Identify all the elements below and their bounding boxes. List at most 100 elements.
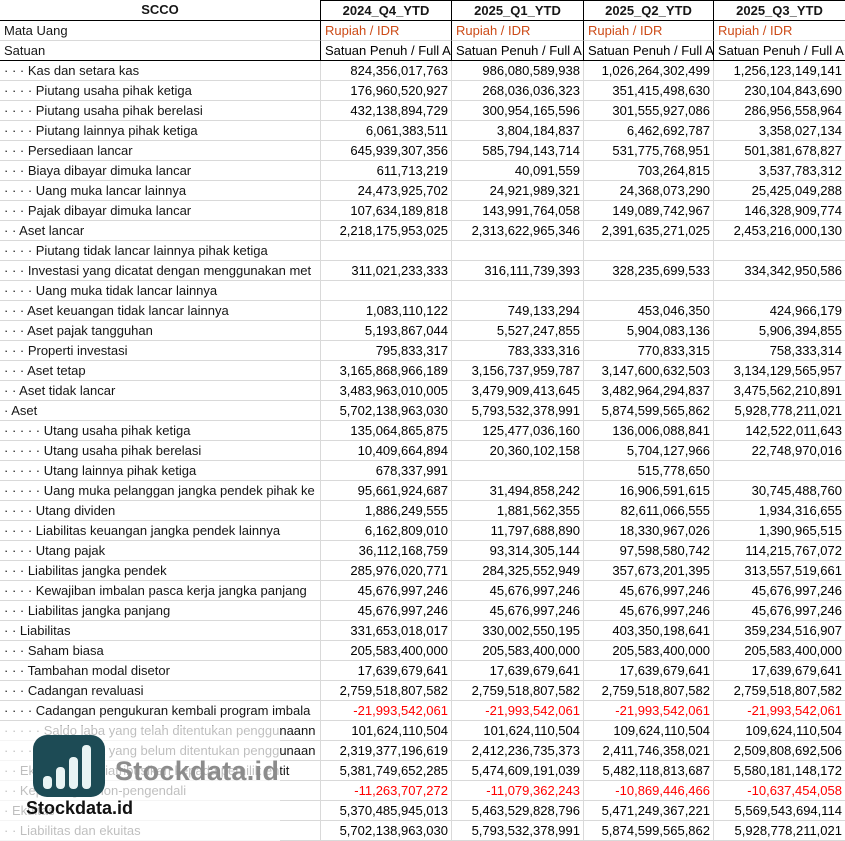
value-cell[interactable]: 5,527,247,855 [451, 321, 583, 341]
value-cell[interactable]: 149,089,742,967 [583, 201, 713, 221]
row-label-cell[interactable]: · · · · Piutang usaha pihak berelasi [0, 101, 320, 121]
value-cell[interactable]: Satuan Penuh / Full A [713, 41, 845, 61]
value-cell[interactable]: 2,313,622,965,346 [451, 221, 583, 241]
value-cell[interactable]: 93,314,305,144 [451, 541, 583, 561]
value-cell[interactable]: 286,956,558,964 [713, 101, 845, 121]
value-cell[interactable]: 109,624,110,504 [713, 721, 845, 741]
value-cell[interactable] [583, 281, 713, 301]
value-cell[interactable]: 1,256,123,149,141 [713, 61, 845, 81]
value-cell[interactable]: 5,580,181,148,172 [713, 761, 845, 781]
value-cell[interactable]: 11,797,688,890 [451, 521, 583, 541]
value-cell[interactable]: 5,702,138,963,030 [320, 821, 451, 841]
value-cell[interactable]: 313,557,519,661 [713, 561, 845, 581]
value-cell[interactable]: 1,881,562,355 [451, 501, 583, 521]
value-cell[interactable]: 82,611,066,555 [583, 501, 713, 521]
value-cell[interactable]: 703,264,815 [583, 161, 713, 181]
row-label-cell[interactable]: · · · Cadangan revaluasi [0, 681, 320, 701]
value-cell[interactable]: 25,425,049,288 [713, 181, 845, 201]
row-label-cell[interactable]: · · · · Utang pajak [0, 541, 320, 561]
value-cell[interactable]: 2,218,175,953,025 [320, 221, 451, 241]
row-label-cell[interactable]: Satuan [0, 41, 320, 61]
value-cell[interactable]: 24,368,073,290 [583, 181, 713, 201]
value-cell[interactable]: Rupiah / IDR [583, 21, 713, 41]
row-label-cell[interactable]: · · Aset lancar [0, 221, 320, 241]
value-cell[interactable]: 5,874,599,565,862 [583, 401, 713, 421]
value-cell[interactable]: 770,833,315 [583, 341, 713, 361]
value-cell[interactable]: 611,713,219 [320, 161, 451, 181]
value-cell[interactable]: 1,026,264,302,499 [583, 61, 713, 81]
value-cell[interactable]: 311,021,233,333 [320, 261, 451, 281]
value-cell[interactable]: 2,411,746,358,021 [583, 741, 713, 761]
value-cell[interactable]: 5,474,609,191,039 [451, 761, 583, 781]
value-cell[interactable]: 3,156,737,959,787 [451, 361, 583, 381]
value-cell[interactable]: 284,325,552,949 [451, 561, 583, 581]
value-cell[interactable]: 17,639,679,641 [713, 661, 845, 681]
row-label-cell[interactable]: · · · · · Utang usaha pihak ketiga [0, 421, 320, 441]
row-label-cell[interactable]: · · · Kas dan setara kas [0, 61, 320, 81]
value-cell[interactable]: 3,358,027,134 [713, 121, 845, 141]
value-cell[interactable]: 268,036,036,323 [451, 81, 583, 101]
value-cell[interactable]: 5,904,083,136 [583, 321, 713, 341]
value-cell[interactable]: 330,002,550,195 [451, 621, 583, 641]
value-cell[interactable]: 22,748,970,016 [713, 441, 845, 461]
value-cell[interactable] [713, 281, 845, 301]
value-cell[interactable]: 135,064,865,875 [320, 421, 451, 441]
value-cell[interactable]: 2,759,518,807,582 [320, 681, 451, 701]
value-cell[interactable]: Rupiah / IDR [451, 21, 583, 41]
column-header-2025-q2[interactable]: 2025_Q2_YTD [583, 0, 713, 21]
value-cell[interactable]: 1,934,316,655 [713, 501, 845, 521]
value-cell[interactable]: 2,319,377,196,619 [320, 741, 451, 761]
value-cell[interactable]: 5,482,118,813,687 [583, 761, 713, 781]
value-cell[interactable]: 986,080,589,938 [451, 61, 583, 81]
ticker-header-cell[interactable]: SCCO [0, 0, 320, 21]
row-label-cell[interactable]: · · · · Piutang usaha pihak ketiga [0, 81, 320, 101]
value-cell[interactable]: 3,475,562,210,891 [713, 381, 845, 401]
value-cell[interactable]: 3,804,184,837 [451, 121, 583, 141]
row-label-cell[interactable]: · · · · Uang muka lancar lainnya [0, 181, 320, 201]
value-cell[interactable]: 114,215,767,072 [713, 541, 845, 561]
row-label-cell[interactable]: · · · · · Utang usaha pihak berelasi [0, 441, 320, 461]
value-cell[interactable]: -11,263,707,272 [320, 781, 451, 801]
value-cell[interactable]: 3,482,964,294,837 [583, 381, 713, 401]
value-cell[interactable] [320, 241, 451, 261]
value-cell[interactable]: 97,598,580,742 [583, 541, 713, 561]
value-cell[interactable]: 205,583,400,000 [451, 641, 583, 661]
value-cell[interactable]: 17,639,679,641 [451, 661, 583, 681]
value-cell[interactable]: 5,381,749,652,285 [320, 761, 451, 781]
value-cell[interactable]: 1,390,965,515 [713, 521, 845, 541]
value-cell[interactable]: 109,624,110,504 [583, 721, 713, 741]
value-cell[interactable]: 357,673,201,395 [583, 561, 713, 581]
value-cell[interactable]: 301,555,927,086 [583, 101, 713, 121]
value-cell[interactable]: 95,661,924,687 [320, 481, 451, 501]
value-cell[interactable] [713, 461, 845, 481]
value-cell[interactable]: 5,193,867,044 [320, 321, 451, 341]
value-cell[interactable]: 3,147,600,632,503 [583, 361, 713, 381]
row-label-cell[interactable]: · · · Aset pajak tangguhan [0, 321, 320, 341]
value-cell[interactable]: 36,112,168,759 [320, 541, 451, 561]
value-cell[interactable]: 5,471,249,367,221 [583, 801, 713, 821]
value-cell[interactable]: 285,976,020,771 [320, 561, 451, 581]
value-cell[interactable]: Satuan Penuh / Full A [320, 41, 451, 61]
value-cell[interactable]: 3,134,129,565,957 [713, 361, 845, 381]
row-label-cell[interactable]: · · Liabilitas [0, 621, 320, 641]
value-cell[interactable]: 17,639,679,641 [320, 661, 451, 681]
row-label-cell[interactable]: · · Aset tidak lancar [0, 381, 320, 401]
value-cell[interactable]: 453,046,350 [583, 301, 713, 321]
value-cell[interactable]: 16,906,591,615 [583, 481, 713, 501]
column-header-2025-q1[interactable]: 2025_Q1_YTD [451, 0, 583, 21]
value-cell[interactable]: 3,165,868,966,189 [320, 361, 451, 381]
row-label-cell[interactable]: · · · Pajak dibayar dimuka lancar [0, 201, 320, 221]
value-cell[interactable]: 501,381,678,827 [713, 141, 845, 161]
value-cell[interactable]: 432,138,894,729 [320, 101, 451, 121]
value-cell[interactable]: 2,759,518,807,582 [583, 681, 713, 701]
row-label-cell[interactable]: · · · · Kewajiban imbalan pasca kerja ja… [0, 581, 320, 601]
value-cell[interactable]: 328,235,699,533 [583, 261, 713, 281]
value-cell[interactable] [713, 241, 845, 261]
value-cell[interactable]: 142,522,011,643 [713, 421, 845, 441]
row-label-cell[interactable]: · Aset [0, 401, 320, 421]
value-cell[interactable] [451, 241, 583, 261]
value-cell[interactable]: 1,083,110,122 [320, 301, 451, 321]
value-cell[interactable]: 359,234,516,907 [713, 621, 845, 641]
row-label-cell[interactable]: · · · Biaya dibayar dimuka lancar [0, 161, 320, 181]
value-cell[interactable]: 758,333,314 [713, 341, 845, 361]
